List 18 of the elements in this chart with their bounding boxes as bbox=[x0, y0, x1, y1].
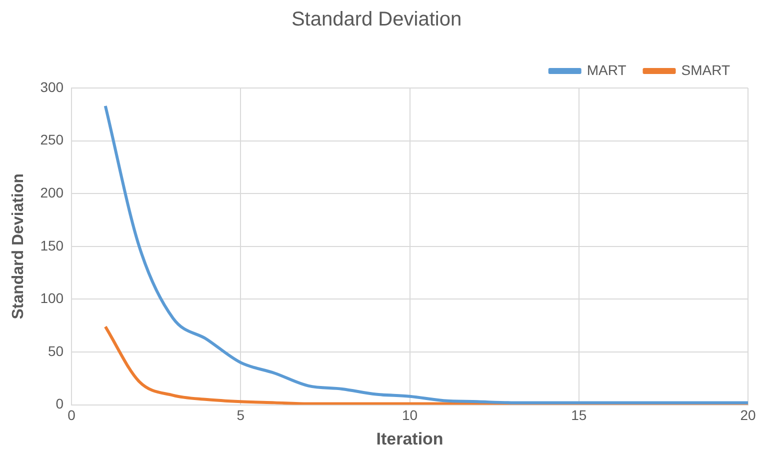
y-tick-label: 50 bbox=[48, 342, 64, 359]
x-tick-label: 0 bbox=[68, 407, 76, 424]
line-series bbox=[104, 104, 748, 404]
y-tick-label: 250 bbox=[40, 132, 64, 148]
y-tick-label: 0 bbox=[56, 396, 64, 412]
legend-label: SMART bbox=[681, 62, 730, 78]
x-tick-label: 20 bbox=[740, 407, 756, 424]
y-tick-label: 300 bbox=[40, 78, 64, 95]
legend-label: MART bbox=[586, 62, 627, 78]
x-tick-label: 5 bbox=[236, 407, 245, 424]
x-tick-label: 15 bbox=[571, 407, 587, 424]
x-axis-title: Iteration bbox=[376, 429, 444, 448]
y-tick-label: 150 bbox=[40, 237, 64, 254]
x-tick-label: 10 bbox=[402, 407, 418, 424]
y-axis-title: Standard Deviation bbox=[10, 173, 28, 320]
y-tick-label: 100 bbox=[40, 290, 64, 306]
chart-title: Standard Deviation bbox=[291, 8, 462, 31]
y-tick-label: 200 bbox=[40, 184, 64, 200]
